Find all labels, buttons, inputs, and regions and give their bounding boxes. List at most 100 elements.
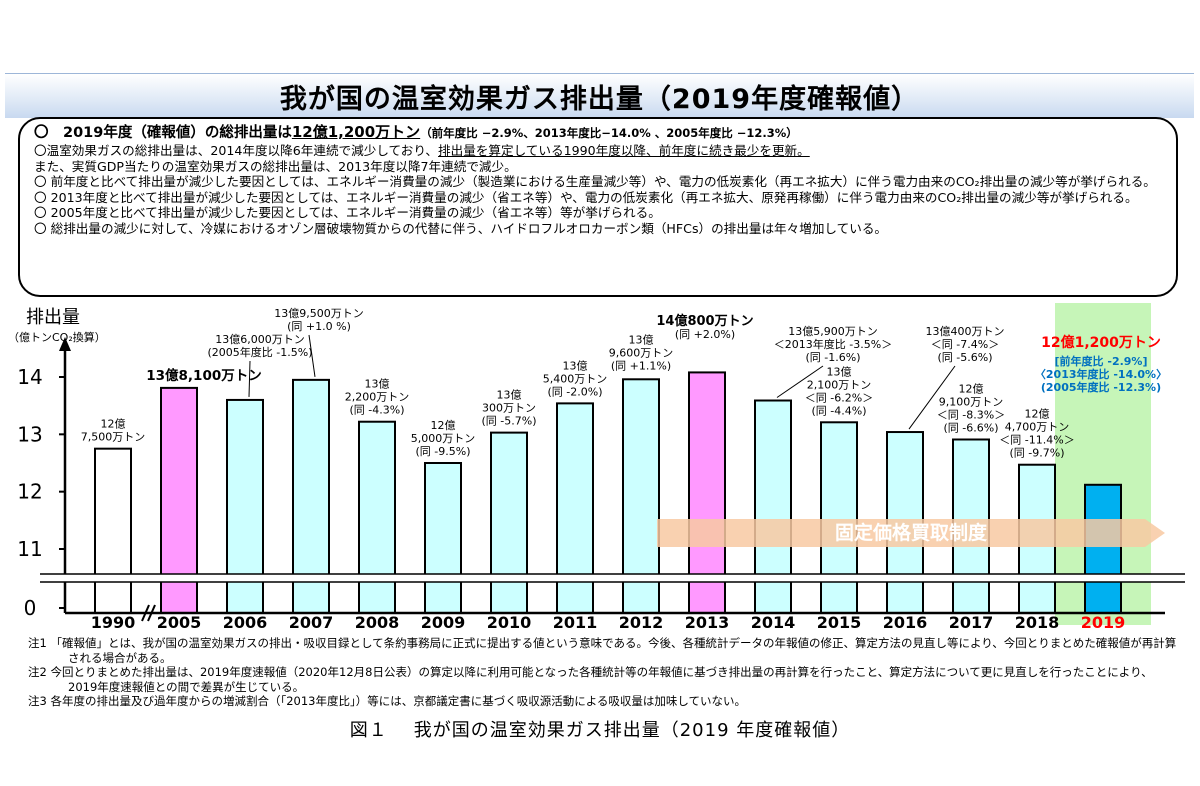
x-tick-2014: 2014 (751, 613, 796, 632)
data-label-2016: 13億400万トン (926, 325, 1005, 338)
x-tick-2016: 2016 (883, 613, 928, 632)
data-label-2011: 13億 (563, 359, 588, 372)
title-bar: 我が国の温室効果ガス排出量（2019年度確報値） (5, 73, 1194, 118)
data-label-2019: 12億1,200万トン (1041, 334, 1161, 351)
summary-bullet-2: 〇 前年度と比べて排出量が減少した要因としては、エネルギー消費量の減少（製造業に… (34, 174, 1156, 189)
data-label-2015: (同 -4.4%) (812, 404, 867, 417)
x-tick-2009: 2009 (421, 613, 466, 632)
bar-2008 (358, 420, 396, 614)
data-label-2019: [前年度比 -2.9%] (1055, 354, 1148, 368)
summary-bullet-3: 〇 2013年度と比べて排出量が減少した要因としては、エネルギー消費量の減少（省… (34, 189, 1138, 205)
notes: 注1 「確報値」とは、我が国の温室効果ガスの排出・吸収目録として条約事務局に正式… (28, 636, 1178, 709)
x-break-mark (141, 604, 150, 622)
data-label-1990: 7,500万トン (81, 431, 146, 444)
x-tick-2011: 2011 (553, 613, 598, 632)
data-label-2012: 9,600万トン (609, 346, 674, 359)
data-label-2018: 4,700万トン (1005, 421, 1070, 434)
data-label-2007: (同 +1.0 %) (287, 320, 351, 333)
bar-2009 (424, 462, 462, 614)
data-label-2009: 5,000万トン (411, 432, 476, 445)
figure-caption: 図１ 我が国の温室効果ガス排出量（2019 年度確報値） (0, 716, 1200, 742)
data-label-2014: (同 -1.6%) (806, 351, 861, 364)
summary-bullet-5: 〇 総排出量の減少に対して、冷媒におけるオゾン層破壊物質からの代替に伴う、ハイド… (34, 220, 888, 236)
axis-break-band (40, 574, 1185, 582)
page-title: 我が国の温室効果ガス排出量（2019年度確報値） (279, 84, 920, 115)
data-label-2015: 2,100万トン (807, 378, 872, 391)
data-label-2010: 13億 (497, 389, 522, 402)
x-tick-2005: 2005 (157, 613, 202, 632)
headline-prefix: 〇 2019年度（確報値）の総排出量は (34, 125, 292, 141)
bar-2019 (1084, 483, 1122, 614)
data-label-2013: 14億800万トン (656, 313, 753, 329)
data-label-2016: ＜同 -7.4%＞ (931, 338, 999, 351)
bar-1990 (94, 447, 132, 614)
data-label-2005: 13億8,100万トン (146, 367, 262, 384)
data-label-2009: 12億 (431, 419, 456, 432)
data-label-2011: 5,400万トン (543, 372, 608, 385)
fit-arrow-label: 固定価格買取制度 (835, 521, 988, 544)
y-axis-arrow (59, 337, 71, 351)
leader-line-2014 (776, 365, 824, 398)
data-label-2018: (同 -9.7%) (1010, 447, 1065, 460)
leader-line-2007 (308, 334, 316, 377)
data-label-2017: (同 -6.6%) (944, 421, 999, 434)
bar-2013 (688, 371, 726, 614)
data-label-2011: (同 -2.0%) (548, 385, 603, 398)
note-2: 注2 今回とりまとめた排出量は、2019年度速報値（2020年12月8日公表）の… (28, 665, 1153, 694)
data-label-1990: 12億 (101, 418, 126, 431)
x-tick-2006: 2006 (223, 613, 268, 632)
x-tick-2018: 2018 (1015, 613, 1060, 632)
data-label-2007: 13億9,500万トン (274, 307, 364, 320)
data-label-2015: 13億 (827, 365, 852, 378)
data-label-2006: 13億6,000万トン (215, 333, 305, 346)
emissions-chart: 排出量 （億トンCO₂換算） 14 13 12 11 0 1990 2005 2006 2007 20… (8, 303, 1185, 632)
summary-headline: 〇 2019年度（確報値）の総排出量は12億1,200万トン（前年度比 −2.9… (34, 123, 1164, 143)
leader-line-2016 (908, 365, 956, 430)
y-tick-label: 11 (17, 537, 42, 561)
x-tick-2008: 2008 (355, 613, 400, 632)
data-label-2014: 13億5,900万トン (788, 325, 878, 338)
caption-label: 図１ (349, 720, 388, 741)
data-label-2008: (同 -4.3%) (350, 404, 405, 417)
headline-detail: （前年度比 −2.9%、2013年度比−14.0% 、2005年度比 −12.3… (420, 126, 798, 140)
headline-total: 12億1,200万トン (291, 123, 421, 141)
x-break-mark (147, 604, 156, 622)
data-label-2018: 12億 (1025, 408, 1050, 421)
caption-text: 我が国の温室効果ガス排出量（2019 年度確報値） (413, 720, 851, 741)
x-tick-2017: 2017 (949, 613, 994, 632)
y-tick-label: 14 (17, 365, 42, 389)
fit-arrow (657, 519, 1165, 547)
data-label-2014: ＜2013年度比 -3.5%＞ (774, 337, 892, 351)
note-1: 注1 「確報値」とは、我が国の温室効果ガスの排出・吸収目録として条約事務局に正式… (28, 636, 1177, 665)
x-tick-1990: 1990 (91, 613, 136, 632)
leader-line-2006 (248, 360, 251, 397)
bullet-1-part-a: 〇温室効果ガスの総排出量は、2014年度以降6年連続で減少しており、 (34, 143, 439, 158)
data-label-2019: (2005年度比 -12.3%) (1041, 380, 1161, 394)
data-label-2015: ＜同 -6.2%＞ (805, 391, 873, 404)
x-tick-2012: 2012 (619, 613, 664, 632)
x-tick-2007: 2007 (289, 613, 334, 632)
data-label-2012: (同 +1.1%) (611, 359, 671, 372)
note-3: 注3 各年度の排出量及び過年度からの増減割合（「2013年度比」）等には、京都議… (28, 694, 747, 708)
data-label-2018: ＜同 -11.4%＞ (999, 434, 1074, 447)
data-label-2006: (2005年度比 -1.5%) (208, 345, 313, 359)
x-tick-2019: 2019 (1081, 613, 1126, 632)
bar-2015 (820, 421, 858, 614)
y-axis-unit: （億トンCO₂換算） (8, 330, 106, 344)
data-label-2010: (同 -5.7%) (482, 415, 537, 428)
summary-bullet-4: 〇 2005年度と比べて排出量が減少した要因としては、エネルギー消費量の減少（省… (34, 205, 661, 220)
data-label-2012: 13億 (629, 333, 654, 346)
y-tick-label: 13 (17, 422, 42, 446)
bullet-1-part-c: また、実質GDP当たりの温室効果ガスの総排出量は、2013年度以降7年連続で減少… (34, 158, 517, 174)
x-tick-2013: 2013 (685, 613, 730, 632)
data-label-2017: 12億 (959, 382, 984, 395)
data-label-2017: ＜同 -8.3%＞ (937, 408, 1005, 421)
data-label-2010: 300万トン (482, 402, 536, 415)
x-tick-2010: 2010 (487, 613, 532, 632)
y-axis-title: 排出量 (26, 307, 80, 328)
bullet-1-part-b: 排出量を算定している1990年度以降、前年度に続き最少を更新。 (438, 143, 810, 158)
data-label-2008: 2,200万トン (345, 391, 410, 404)
data-label-2019: 〈2013年度比 -14.0%〉 (1035, 367, 1167, 381)
y-tick-label: 12 (17, 480, 42, 504)
x-tick-2015: 2015 (817, 613, 862, 632)
